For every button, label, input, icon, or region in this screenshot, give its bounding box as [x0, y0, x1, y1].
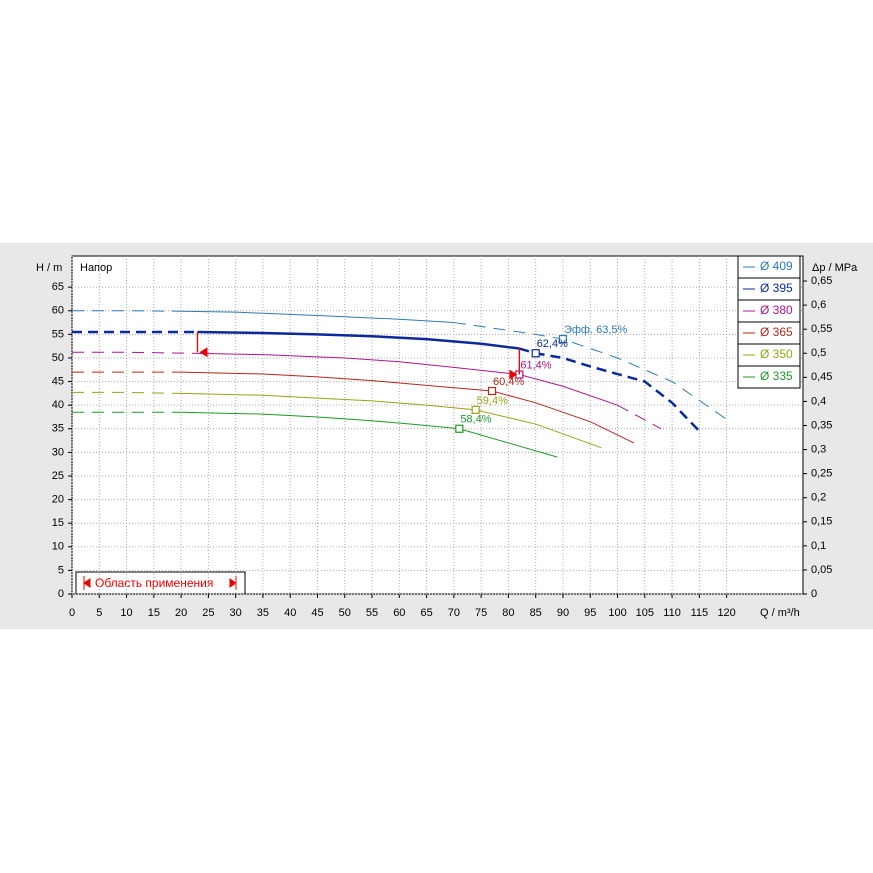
y-tick-label: 0 [58, 588, 64, 600]
x-tick-label: 65 [420, 607, 432, 619]
x-tick-label: 20 [175, 607, 187, 619]
best-point [531, 349, 540, 358]
y2-tick-label: 0,65 [811, 275, 832, 287]
x-axis-label: Q / m³/h [760, 607, 800, 619]
x-tick-label: 110 [663, 607, 681, 619]
best-point [558, 334, 568, 344]
y-tick-label: 20 [52, 493, 64, 505]
y-axis-title: Напор [80, 262, 112, 274]
best-label: 62,4% [537, 338, 568, 350]
x-tick-label: 100 [608, 607, 626, 619]
curve [72, 391, 182, 394]
x-tick-label: 70 [448, 607, 460, 619]
y-tick-label: 65 [52, 281, 64, 293]
plot-area [71, 255, 804, 595]
x-tick-label: 0 [69, 607, 75, 619]
y2-axis-label: Δp / MPa [812, 262, 858, 274]
x-tick-label: 105 [636, 607, 654, 619]
x-tick-label: 10 [120, 607, 132, 619]
best-point [471, 405, 480, 414]
best-label: 60,4% [493, 376, 524, 388]
x-tick-label: 15 [148, 607, 160, 619]
y2-tick-label: 0,4 [811, 395, 826, 407]
best-label: 58,4% [460, 414, 491, 426]
y-tick-label: 45 [52, 375, 64, 387]
y-tick-label: 50 [52, 352, 64, 364]
x-tick-label: 45 [311, 607, 323, 619]
curve [181, 371, 635, 444]
range-arrow [509, 369, 518, 380]
legend-label: Ø 350 [760, 347, 793, 361]
curve [181, 310, 454, 324]
best-label: 59,4% [477, 395, 508, 407]
y-tick-label: 40 [52, 399, 64, 411]
y2-tick-label: 0 [811, 588, 817, 600]
x-tick-label: 40 [284, 607, 296, 619]
y2-tick-label: 0,2 [811, 492, 826, 504]
y-tick-label: 30 [52, 446, 64, 458]
x-tick-label: 5 [96, 607, 102, 619]
curve [453, 322, 727, 420]
x-tick-label: 30 [230, 607, 242, 619]
legend-label: Ø 409 [760, 259, 793, 273]
y2-tick-label: 0,45 [811, 371, 832, 383]
legend-label: Ø 380 [760, 303, 793, 317]
legend-box [737, 365, 801, 389]
legend-label: Ø 335 [760, 369, 793, 383]
legend-label: Ø 395 [760, 281, 793, 295]
x-tick-label: 50 [339, 607, 351, 619]
y2-tick-label: 0,55 [811, 323, 832, 335]
y-tick-label: 10 [52, 541, 64, 553]
x-tick-label: 75 [475, 607, 487, 619]
x-tick-label: 60 [393, 607, 405, 619]
y2-tick-label: 0,3 [811, 443, 826, 455]
x-tick-label: 95 [584, 607, 596, 619]
curve [181, 392, 602, 449]
curve [617, 404, 662, 430]
range-box [75, 571, 246, 595]
best-point [455, 424, 464, 433]
y-tick-label: 35 [52, 423, 64, 435]
x-tick-label: 120 [717, 607, 735, 619]
y2-tick-label: 0,25 [811, 468, 832, 480]
x-tick-label: 115 [691, 607, 709, 619]
y2-tick-label: 0,6 [811, 299, 826, 311]
x-tick-label: 35 [257, 607, 269, 619]
y2-tick-label: 0,15 [811, 516, 832, 528]
x-tick-label: 80 [502, 607, 514, 619]
best-point [487, 386, 497, 396]
y-axis-label: H / m [36, 262, 62, 274]
range-arrow [199, 347, 208, 358]
best-label: Эфф. 63,5% [564, 324, 628, 336]
best-label: 61,4% [520, 359, 551, 371]
y-tick-label: 15 [52, 517, 64, 529]
x-tick-label: 25 [202, 607, 214, 619]
x-tick-label: 90 [557, 607, 569, 619]
y-tick-label: 25 [52, 470, 64, 482]
x-tick-label: 55 [366, 607, 378, 619]
curve [197, 330, 520, 350]
y-tick-label: 55 [52, 328, 64, 340]
range-arrows [83, 576, 237, 590]
y2-tick-label: 0,1 [811, 540, 826, 552]
y-tick-label: 60 [52, 305, 64, 317]
curve [181, 411, 558, 458]
y2-tick-label: 0,35 [811, 419, 832, 431]
y2-tick-label: 0,05 [811, 564, 832, 576]
legend-label: Ø 365 [760, 325, 793, 339]
y2-tick-label: 0,5 [811, 347, 826, 359]
curve [192, 352, 618, 406]
x-tick-label: 85 [530, 607, 542, 619]
y-tick-label: 5 [58, 564, 64, 576]
